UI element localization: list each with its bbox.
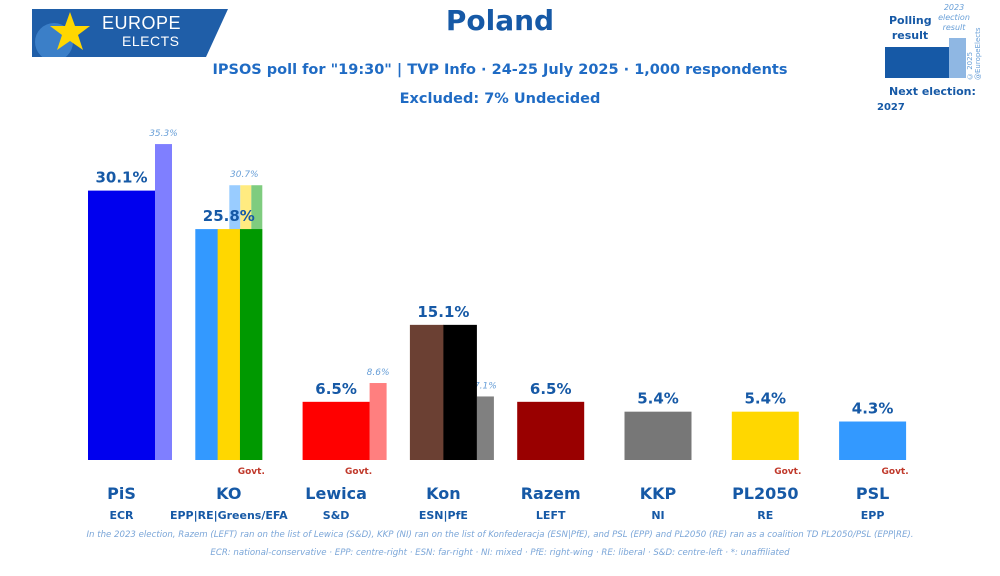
label-value-pl2050: 5.4% [744,390,786,408]
label-value-pis: 30.1% [95,169,147,187]
label-value-ko: 25.8% [203,207,255,225]
logo-text-elects: ELECTS [122,33,180,49]
poll-subtitle: IPSOS poll for "19:30" | TVP Info · 24-2… [212,62,788,78]
next-election-label: Next election: [889,85,976,98]
label-value-kon: 15.1% [417,303,469,321]
label-govt-pl2050: Govt. [774,467,801,477]
bar-poll-pis [88,190,155,461]
bar-poll-ko-part-1 [217,229,241,460]
label-value-psl: 4.3% [852,400,894,418]
label-group-kkp: NI [651,509,664,522]
bar-poll-pl2050 [731,411,799,460]
legend-polling-result: Polling result [889,14,932,42]
bar-poll-psl [839,421,907,460]
bar-poll-kkp [624,411,692,460]
label-prev-kon: 7.1% [474,381,497,391]
star-icon [50,12,90,50]
label-party-razem: Razem [521,484,581,503]
bar-prev-kon [476,396,494,460]
bar-prev-pis [155,144,172,460]
label-prev-pis: 35.3% [149,129,178,139]
label-party-psl: PSL [856,484,889,503]
legend-election-result: 2023 election result [938,3,970,32]
label-party-lewica: Lewica [305,484,367,503]
label-group-psl: EPP [861,509,885,522]
bar-poll-lewica [302,401,370,460]
legend-poll-swatch [885,47,949,78]
bar-poll-ko-part-2 [239,229,263,460]
label-party-pis: PiS [107,484,136,503]
label-group-pis: ECR [109,509,134,522]
footnote-coalitions: In the 2023 election, Razem (LEFT) ran o… [86,530,914,540]
legend-election-swatch [949,38,966,78]
excluded-note: Excluded: 7% Undecided [399,91,601,107]
bar-poll-ko-part-0 [195,229,219,460]
label-group-razem: LEFT [536,509,566,522]
bar-prev-lewica [369,383,387,460]
label-party-kkp: KKP [640,484,677,503]
label-party-pl2050: PL2050 [732,484,798,503]
label-govt-psl: Govt. [882,467,909,477]
label-group-pl2050: RE [757,509,773,522]
label-group-lewica: S&D [323,509,350,522]
logo-banner [32,9,228,57]
label-value-kkp: 5.4% [637,390,679,408]
bar-poll-razem [517,401,585,460]
bar-poll-kon-part-1 [443,324,477,460]
label-group-ko: EPP|RE|Greens/EFA [170,509,288,522]
label-value-razem: 6.5% [530,380,572,398]
label-prev-ko: 30.7% [230,170,259,180]
footnote-groups: ECR: national-conservative · EPP: centre… [210,548,790,558]
bar-poll-kon-part-0 [409,324,444,460]
label-govt-lewica: Govt. [345,467,372,477]
label-prev-lewica: 8.6% [367,368,390,378]
label-party-kon: Kon [426,484,461,503]
chart-title: Poland [445,4,555,37]
next-election-year: 2027 [877,102,905,113]
label-govt-ko: Govt. [238,467,265,477]
label-party-ko: KO [216,484,241,503]
label-group-kon: ESN|PfE [419,509,468,522]
label-value-lewica: 6.5% [315,380,357,398]
logo-text-europe: EUROPE [102,13,182,33]
